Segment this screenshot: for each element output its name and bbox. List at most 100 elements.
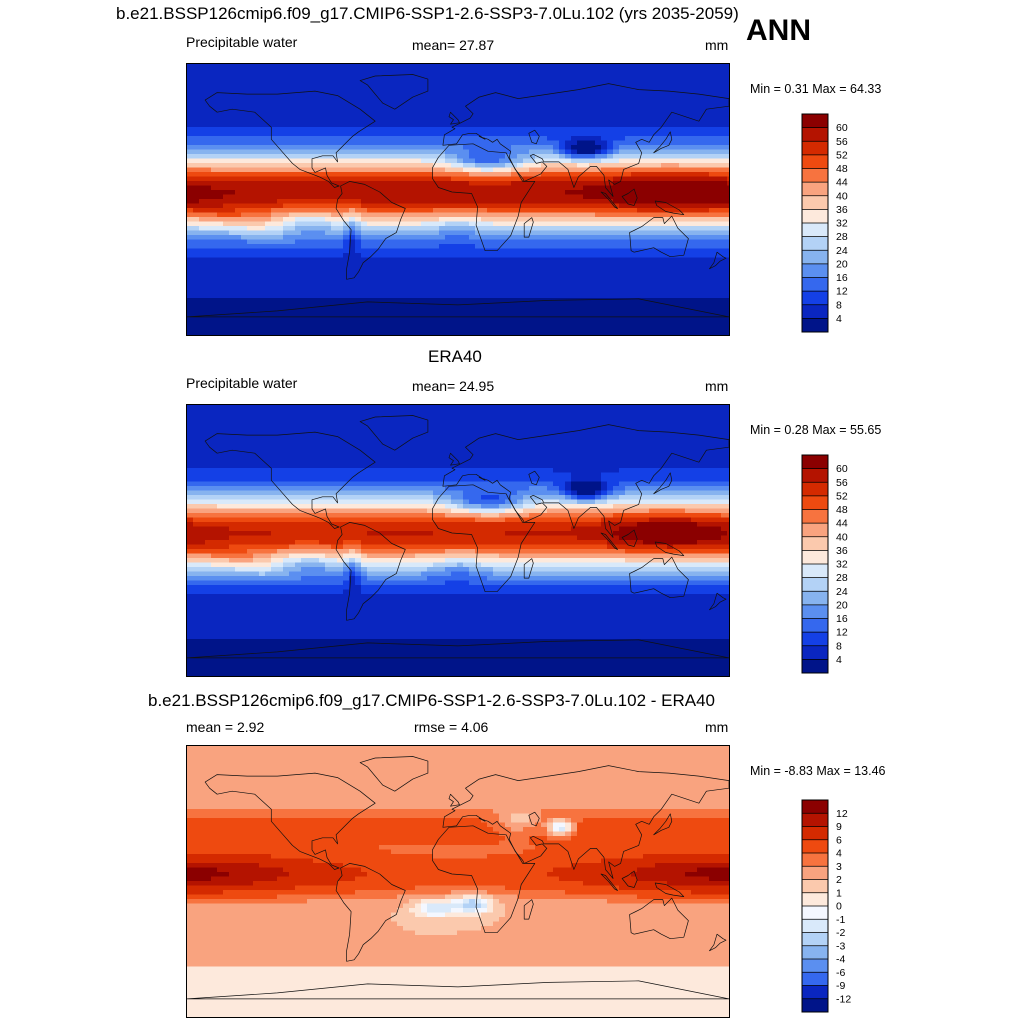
contour-cell: [319, 275, 326, 281]
contour-cell: [631, 203, 638, 209]
contour-cell: [301, 190, 308, 195]
contour-cell: [241, 199, 248, 204]
contour-cell: [235, 199, 242, 204]
contour-cell: [457, 212, 464, 218]
contour-cell: [673, 217, 680, 222]
contour-cell: [385, 253, 392, 258]
contour-cell: [295, 136, 302, 141]
contour-cell: [211, 293, 218, 299]
contour-cell: [547, 275, 554, 281]
contour-cell: [547, 104, 554, 110]
contour-cell: [619, 190, 626, 195]
contour-cell: [511, 122, 518, 128]
contour-cell: [577, 154, 584, 159]
contour-cell: [187, 91, 194, 96]
contour-cell: [289, 64, 296, 69]
contour-cell: [295, 298, 302, 303]
contour-cell: [253, 95, 260, 101]
contour-cell: [313, 302, 320, 308]
contour-cell: [523, 298, 530, 303]
contour-cell: [283, 280, 290, 285]
contour-cell: [601, 244, 608, 249]
contour-cell: [373, 302, 380, 308]
contour-cell: [391, 266, 398, 272]
contour-cell: [709, 212, 716, 218]
contour-cell: [457, 149, 464, 155]
contour-cell: [451, 221, 458, 227]
contour-cell: [637, 95, 644, 101]
contour-cell: [691, 199, 698, 204]
contour-cell: [595, 109, 602, 114]
contour-cell: [529, 307, 536, 312]
contour-cell: [355, 172, 362, 177]
contour-cell: [433, 109, 440, 114]
contour-cell: [547, 280, 554, 285]
contour-cell: [703, 262, 710, 267]
contour-cell: [433, 95, 440, 101]
contour-cell: [205, 167, 212, 173]
contour-cell: [601, 95, 608, 101]
contour-cell: [211, 248, 218, 254]
contour-cell: [487, 271, 494, 276]
contour-cell: [361, 77, 368, 83]
contour-cell: [331, 154, 338, 159]
contour-cell: [217, 298, 224, 303]
contour-cell: [439, 221, 446, 227]
contour-cell: [463, 73, 470, 78]
contour-cell: [241, 284, 248, 290]
contour-cell: [487, 190, 494, 195]
contour-cell: [475, 262, 482, 267]
contour-cell: [511, 235, 518, 240]
contour-cell: [331, 203, 338, 209]
contour-cell: [205, 203, 212, 209]
contour-cell: [301, 95, 308, 101]
contour-cell: [595, 118, 602, 123]
contour-cell: [463, 176, 470, 182]
contour-cell: [403, 145, 410, 150]
contour-cell: [655, 127, 662, 132]
contour-cell: [559, 77, 566, 83]
contour-cell: [379, 158, 386, 164]
contour-cell: [319, 181, 326, 186]
contour-cell: [235, 140, 242, 146]
contour-cell: [325, 208, 332, 213]
contour-cell: [319, 91, 326, 96]
contour-cell: [247, 203, 254, 209]
contour-cell: [649, 280, 656, 285]
contour-cell: [679, 298, 686, 303]
contour-cell: [469, 158, 476, 164]
contour-cell: [265, 145, 272, 150]
contour-cell: [655, 248, 662, 254]
contour-cell: [625, 271, 632, 276]
contour-cell: [529, 208, 536, 213]
contour-cell: [409, 208, 416, 213]
contour-cell: [649, 289, 656, 294]
contour-cell: [451, 307, 458, 312]
contour-cell: [397, 302, 404, 308]
contour-cell: [421, 127, 428, 132]
contour-cell: [655, 239, 662, 245]
contour-cell: [445, 149, 452, 155]
contour-cell: [511, 140, 518, 146]
contour-cell: [667, 82, 674, 87]
contour-cell: [217, 131, 224, 137]
contour-cell: [547, 64, 554, 69]
contour-cell: [193, 307, 200, 312]
contour-cell: [661, 104, 668, 110]
contour-cell: [565, 235, 572, 240]
contour-cell: [721, 82, 728, 87]
contour-cell: [709, 68, 716, 74]
contour-cell: [361, 253, 368, 258]
contour-cell: [631, 109, 638, 114]
contour-cell: [679, 203, 686, 209]
contour-cell: [265, 230, 272, 236]
contour-cell: [703, 212, 710, 218]
contour-cell: [313, 86, 320, 92]
contour-cell: [361, 230, 368, 236]
contour-cell: [223, 122, 230, 128]
contour-cell: [277, 154, 284, 159]
contour-cell: [223, 266, 230, 272]
contour-cell: [373, 172, 380, 177]
contour-cell: [451, 77, 458, 83]
contour-cell: [223, 127, 230, 132]
